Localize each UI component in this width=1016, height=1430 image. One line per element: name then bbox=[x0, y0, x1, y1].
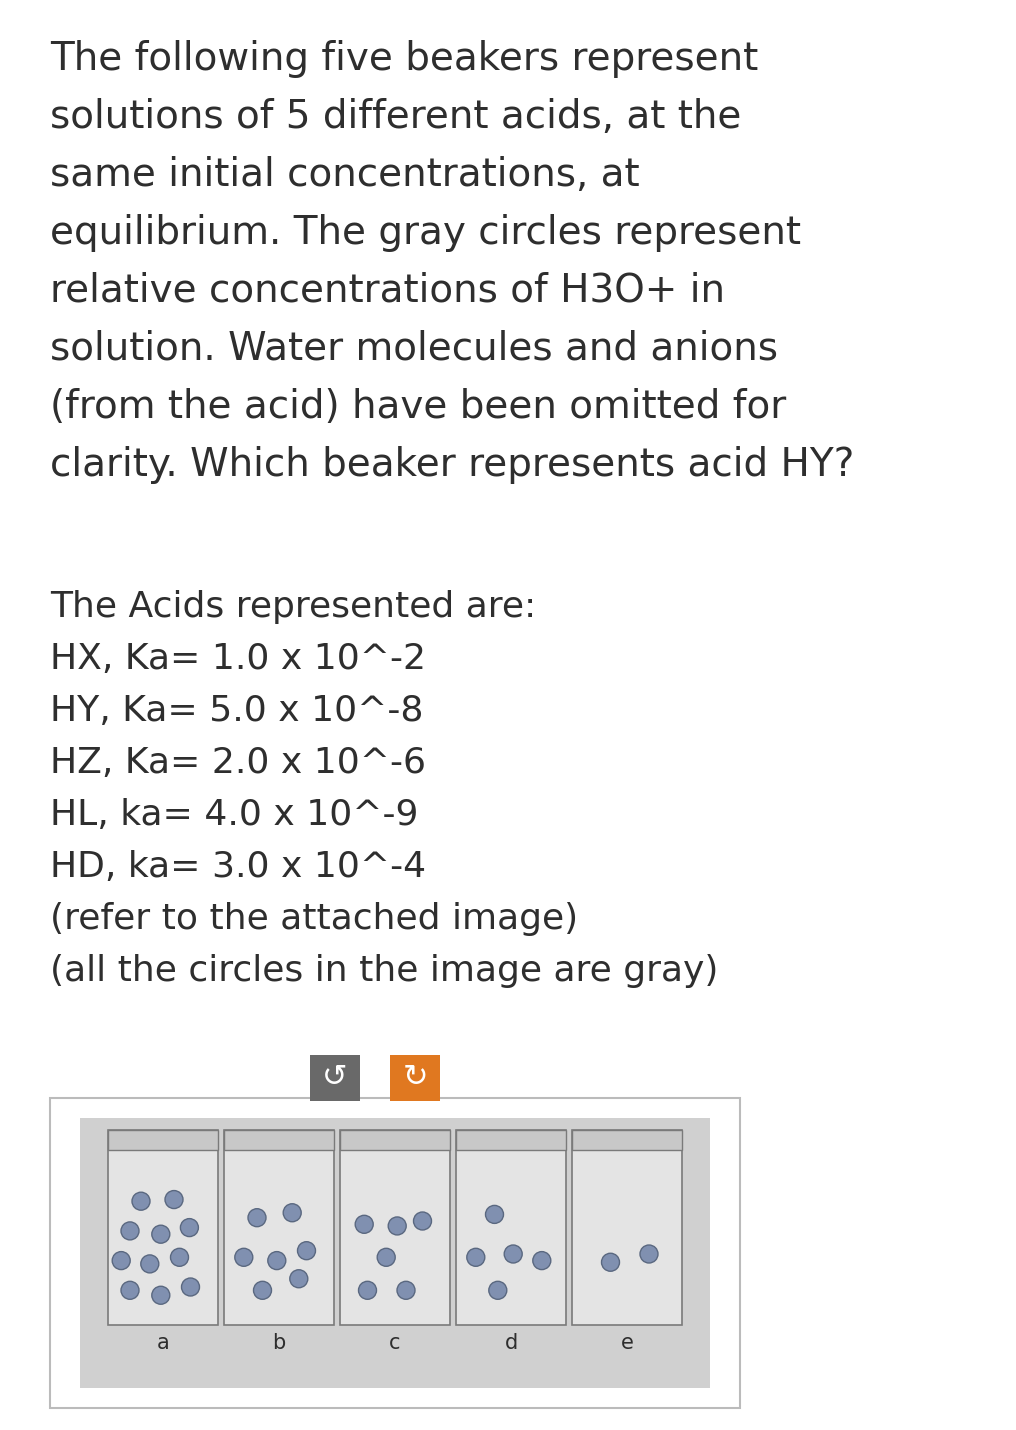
FancyBboxPatch shape bbox=[572, 1130, 682, 1150]
Circle shape bbox=[359, 1281, 377, 1300]
FancyBboxPatch shape bbox=[340, 1130, 450, 1150]
Text: The following five beakers represent: The following five beakers represent bbox=[50, 40, 758, 79]
FancyBboxPatch shape bbox=[456, 1130, 566, 1150]
Circle shape bbox=[268, 1251, 285, 1270]
Text: (refer to the attached image): (refer to the attached image) bbox=[50, 902, 578, 937]
FancyBboxPatch shape bbox=[390, 1055, 440, 1101]
Text: d: d bbox=[504, 1333, 517, 1353]
FancyBboxPatch shape bbox=[50, 1098, 740, 1409]
Circle shape bbox=[171, 1248, 189, 1267]
FancyBboxPatch shape bbox=[340, 1130, 450, 1326]
Text: c: c bbox=[389, 1333, 400, 1353]
Circle shape bbox=[489, 1281, 507, 1300]
Circle shape bbox=[151, 1226, 170, 1243]
Circle shape bbox=[397, 1281, 415, 1300]
Text: relative concentrations of H3O+ in: relative concentrations of H3O+ in bbox=[50, 272, 725, 310]
Text: clarity. Which beaker represents acid HY?: clarity. Which beaker represents acid HY… bbox=[50, 446, 854, 483]
Text: same initial concentrations, at: same initial concentrations, at bbox=[50, 156, 640, 194]
Circle shape bbox=[165, 1191, 183, 1208]
Circle shape bbox=[235, 1248, 253, 1267]
FancyBboxPatch shape bbox=[224, 1130, 334, 1150]
Text: HD, ka= 3.0 x 10^-4: HD, ka= 3.0 x 10^-4 bbox=[50, 849, 426, 884]
Text: b: b bbox=[272, 1333, 285, 1353]
Circle shape bbox=[486, 1205, 504, 1224]
Circle shape bbox=[121, 1281, 139, 1300]
Text: solutions of 5 different acids, at the: solutions of 5 different acids, at the bbox=[50, 99, 742, 136]
Circle shape bbox=[298, 1241, 316, 1260]
Circle shape bbox=[151, 1286, 170, 1304]
Circle shape bbox=[601, 1253, 620, 1271]
Text: HY, Ka= 5.0 x 10^-8: HY, Ka= 5.0 x 10^-8 bbox=[50, 694, 424, 728]
Text: a: a bbox=[156, 1333, 170, 1353]
Text: e: e bbox=[621, 1333, 633, 1353]
Text: The Acids represented are:: The Acids represented are: bbox=[50, 591, 536, 623]
Circle shape bbox=[283, 1204, 301, 1221]
Circle shape bbox=[141, 1256, 158, 1273]
FancyBboxPatch shape bbox=[80, 1118, 710, 1389]
Circle shape bbox=[640, 1246, 658, 1263]
FancyBboxPatch shape bbox=[572, 1130, 682, 1326]
Circle shape bbox=[181, 1218, 198, 1237]
Text: ↺: ↺ bbox=[322, 1064, 347, 1093]
FancyBboxPatch shape bbox=[310, 1055, 360, 1101]
Text: (from the acid) have been omitted for: (from the acid) have been omitted for bbox=[50, 388, 786, 426]
Circle shape bbox=[388, 1217, 406, 1236]
Circle shape bbox=[132, 1193, 150, 1210]
Text: HX, Ka= 1.0 x 10^-2: HX, Ka= 1.0 x 10^-2 bbox=[50, 642, 426, 676]
Circle shape bbox=[377, 1248, 395, 1267]
Text: HZ, Ka= 2.0 x 10^-6: HZ, Ka= 2.0 x 10^-6 bbox=[50, 746, 426, 779]
FancyBboxPatch shape bbox=[108, 1130, 218, 1150]
Circle shape bbox=[414, 1213, 432, 1230]
FancyBboxPatch shape bbox=[108, 1130, 218, 1326]
Circle shape bbox=[182, 1278, 199, 1296]
Text: (all the circles in the image are gray): (all the circles in the image are gray) bbox=[50, 954, 718, 988]
Circle shape bbox=[254, 1281, 271, 1300]
Circle shape bbox=[356, 1216, 373, 1233]
FancyBboxPatch shape bbox=[456, 1130, 566, 1326]
Circle shape bbox=[290, 1270, 308, 1288]
Circle shape bbox=[121, 1221, 139, 1240]
Circle shape bbox=[466, 1248, 485, 1267]
Circle shape bbox=[112, 1251, 130, 1270]
Text: ↻: ↻ bbox=[402, 1064, 428, 1093]
Text: HL, ka= 4.0 x 10^-9: HL, ka= 4.0 x 10^-9 bbox=[50, 798, 419, 832]
Text: solution. Water molecules and anions: solution. Water molecules and anions bbox=[50, 330, 778, 368]
Circle shape bbox=[504, 1246, 522, 1263]
Circle shape bbox=[248, 1208, 266, 1227]
Circle shape bbox=[532, 1251, 551, 1270]
FancyBboxPatch shape bbox=[224, 1130, 334, 1326]
Text: equilibrium. The gray circles represent: equilibrium. The gray circles represent bbox=[50, 214, 801, 252]
